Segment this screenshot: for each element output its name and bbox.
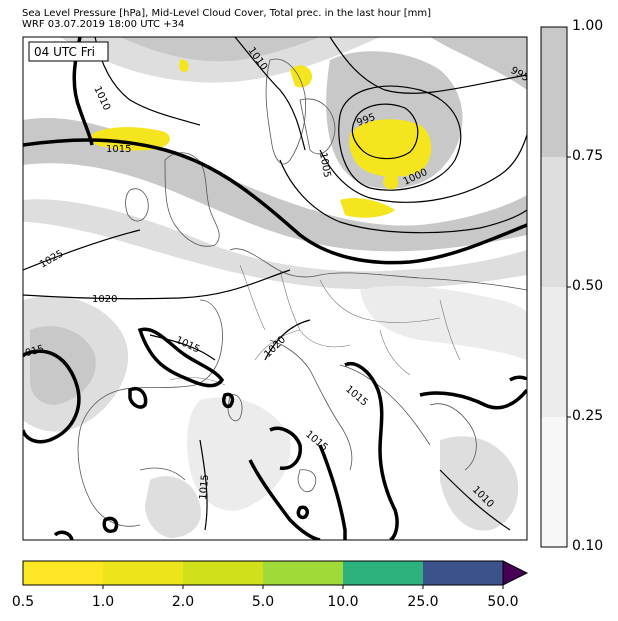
isobar-label: 1015 [106, 144, 131, 155]
cloud-tick-label: 1.00 [572, 18, 604, 34]
isobar-label: 1005 [317, 152, 332, 179]
cloud-colorbar-segment [541, 287, 567, 417]
cloud-colorbar-segment [541, 157, 567, 287]
precip-tick-label: 25.0 [407, 594, 439, 610]
coastline-layer [77, 58, 527, 527]
precip-colorbar-segment [423, 561, 503, 585]
precip-colorbar [22, 560, 529, 589]
isobar-label: 1015 [198, 474, 211, 500]
cloud-tick-label: 0.75 [572, 148, 604, 164]
time-badge-box [28, 41, 109, 62]
precip-colorbar-segment [343, 561, 423, 585]
precipitation-layer [90, 59, 432, 218]
precip-colorbar-extend-arrow [502, 560, 529, 586]
precip-colorbar-segment [23, 561, 103, 585]
isobar-label: 1020 [92, 294, 117, 305]
precip-tick-label: 5.0 [251, 594, 275, 610]
cloud-tick-label: 0.10 [572, 538, 604, 554]
precip-tick-label: 1.0 [91, 594, 115, 610]
precip-colorbar-segment [263, 561, 343, 585]
model-run-subtitle: WRF 03.07.2019 18:00 UTC +34 [22, 19, 185, 30]
precip-tick-label: 0.5 [11, 594, 35, 610]
cloud-tick-label: 0.25 [572, 408, 604, 424]
cloud-tick-label: 0.50 [572, 278, 604, 294]
cloud-colorbar-segment [541, 417, 567, 547]
isobar-thin-layer [23, 37, 527, 531]
precip-colorbar-segment [183, 561, 263, 585]
precip-tick-label: 50.0 [487, 594, 519, 610]
time-badge: 04 UTC Fri [34, 45, 95, 59]
precip-tick-label: 2.0 [171, 594, 195, 610]
precip-colorbar-segment [103, 561, 183, 585]
chart-title: Sea Level Pressure [hPa], Mid-Level Clou… [22, 8, 432, 19]
cloud-colorbar [540, 26, 571, 548]
cloud-colorbar-segment [541, 27, 567, 157]
map-frame [22, 36, 528, 541]
precip-tick-label: 10.0 [327, 594, 359, 610]
